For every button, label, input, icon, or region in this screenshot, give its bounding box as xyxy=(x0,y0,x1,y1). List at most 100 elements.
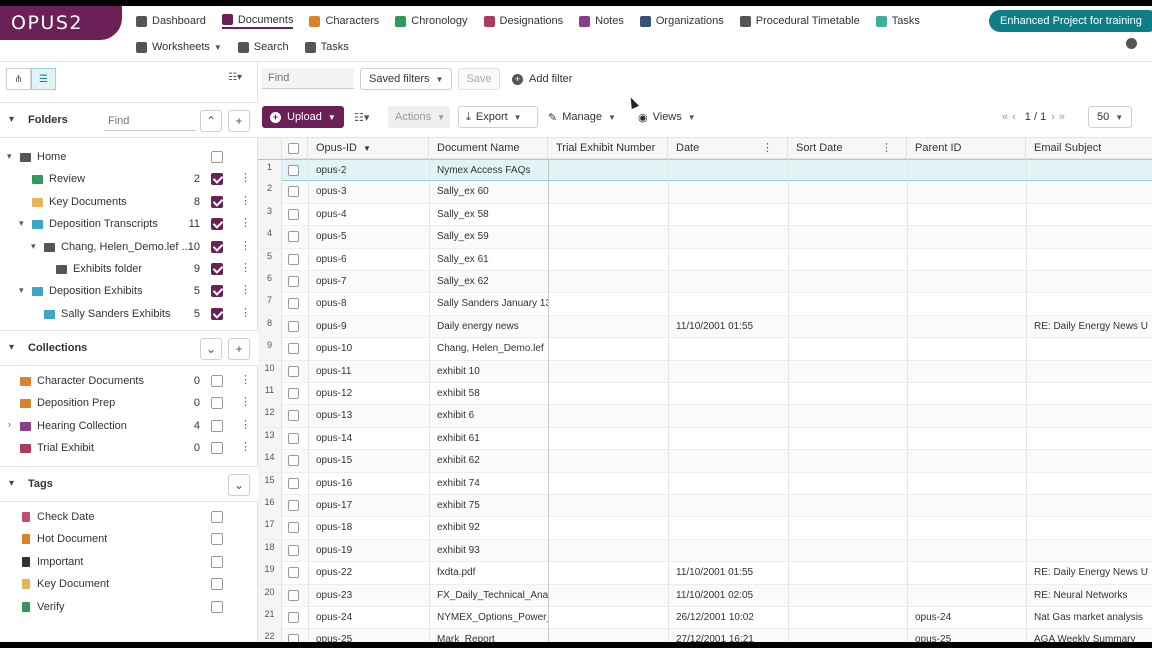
folder-checkbox[interactable] xyxy=(211,151,223,163)
table-row[interactable]: 17 opus-18 exhibit 92 xyxy=(258,517,1152,540)
tag-item[interactable]: Hot Document xyxy=(0,528,257,550)
table-row[interactable]: 13 opus-14 exhibit 61 xyxy=(258,427,1152,451)
nav-organizations[interactable]: Organizations xyxy=(639,15,724,27)
save-filter-button[interactable]: Save xyxy=(458,68,500,90)
add-folder-button[interactable]: + xyxy=(228,110,250,132)
collection-item[interactable]: Deposition Prep 0 ⋮ xyxy=(0,392,257,414)
columns-icon[interactable]: ☷▾ xyxy=(354,111,370,124)
tag-checkbox[interactable] xyxy=(211,511,223,523)
more-options-icon[interactable]: ⋮ xyxy=(240,441,251,454)
row-checkbox[interactable] xyxy=(288,388,299,399)
row-checkbox[interactable] xyxy=(288,320,299,332)
row-checkbox[interactable] xyxy=(288,455,299,467)
tag-item[interactable]: Important xyxy=(0,551,257,573)
collapse-chevron-icon[interactable]: ▾ xyxy=(9,342,15,353)
column-opus-id[interactable]: Opus-ID ▼ xyxy=(308,138,429,159)
collection-checkbox[interactable] xyxy=(211,375,223,387)
more-options-icon[interactable]: ⋮ xyxy=(240,217,251,230)
column-document-name[interactable]: Document Name xyxy=(429,138,548,159)
folder-checkbox[interactable] xyxy=(211,263,223,275)
expand-tags-button[interactable]: ⌄ xyxy=(228,474,250,496)
collapse-chevron-icon[interactable]: ▾ xyxy=(9,114,15,125)
column-parent-id[interactable]: Parent ID xyxy=(907,138,1026,159)
tree-view-button[interactable]: ⋔ xyxy=(6,68,31,90)
collection-checkbox[interactable] xyxy=(211,442,223,455)
row-checkbox[interactable] xyxy=(288,186,299,198)
table-row[interactable]: 6 opus-7 Sally_ex 62 xyxy=(258,271,1152,294)
page-size-select[interactable]: 50 ▼ xyxy=(1088,106,1132,128)
expand-all-button[interactable]: ⌄ xyxy=(200,338,222,360)
first-page-icon[interactable]: « xyxy=(1002,111,1009,123)
add-collection-button[interactable]: + xyxy=(228,338,250,360)
more-options-icon[interactable]: ⋮ xyxy=(240,239,251,252)
add-filter-button[interactable]: + Add filter xyxy=(512,68,572,90)
row-checkbox[interactable] xyxy=(288,567,299,579)
nav-dashboard[interactable]: Dashboard xyxy=(136,15,206,27)
row-checkbox[interactable] xyxy=(288,276,299,287)
tag-checkbox[interactable] xyxy=(211,578,223,591)
manage-dropdown[interactable]: ✎ Manage ▼ xyxy=(548,106,616,128)
table-row[interactable]: 7 opus-8 Sally Sanders January 13 xyxy=(258,293,1152,316)
collection-item[interactable]: Character Documents 0 ⋮ xyxy=(0,370,257,392)
column-menu-icon[interactable]: ⋮ xyxy=(881,142,892,154)
row-checkbox[interactable] xyxy=(288,365,299,377)
row-checkbox[interactable] xyxy=(288,500,299,511)
more-options-icon[interactable]: ⋮ xyxy=(240,262,251,274)
user-icon[interactable] xyxy=(1126,38,1137,49)
table-row[interactable]: 5 opus-6 Sally_ex 61 xyxy=(258,248,1152,271)
nav-chronology[interactable]: Chronology xyxy=(395,15,468,27)
nav-designations[interactable]: Designations xyxy=(483,15,563,27)
row-checkbox[interactable] xyxy=(288,410,299,422)
table-row[interactable]: 19 opus-22 fxdta.pdf 11/10/2001 01:55 RE: Da… xyxy=(258,562,1152,585)
table-row[interactable]: 12 opus-13 exhibit 6 xyxy=(258,405,1152,428)
row-checkbox[interactable] xyxy=(288,432,299,444)
collection-checkbox[interactable] xyxy=(211,397,223,410)
table-row[interactable]: 14 opus-15 exhibit 62 xyxy=(258,450,1152,473)
tag-item[interactable]: Key Document xyxy=(0,573,257,595)
more-options-icon[interactable]: ⋮ xyxy=(240,284,251,297)
collapse-chevron-icon[interactable]: ▾ xyxy=(9,478,15,489)
folder-checkbox[interactable] xyxy=(211,195,223,208)
tag-checkbox[interactable] xyxy=(211,600,223,613)
row-checkbox[interactable] xyxy=(288,165,299,176)
row-checkbox[interactable] xyxy=(288,253,299,265)
folder-item[interactable]: ▾ Deposition Transcripts 11 ⋮ xyxy=(0,213,257,235)
row-checkbox[interactable] xyxy=(288,634,299,642)
table-row[interactable]: 18 opus-19 exhibit 93 xyxy=(258,539,1152,563)
list-view-button[interactable]: ☰ xyxy=(31,68,56,90)
last-page-icon[interactable]: » xyxy=(1058,111,1065,123)
collection-item[interactable]: › Hearing Collection 4 ⋮ xyxy=(0,415,257,437)
more-options-icon[interactable]: ⋮ xyxy=(240,194,251,207)
folder-checkbox[interactable] xyxy=(211,240,223,253)
table-row[interactable]: 9 opus-10 Chang, Helen_Demo.lef xyxy=(258,338,1152,361)
collapse-all-button[interactable]: ⌃ xyxy=(200,110,222,132)
expand-chevron-icon[interactable]: › xyxy=(8,418,11,429)
folder-item[interactable]: ▾ Chang, Helen_Demo.lef ... 10 ⋮ xyxy=(0,236,257,258)
row-checkbox[interactable] xyxy=(288,343,299,355)
collection-item[interactable]: Trial Exhibit 0 ⋮ xyxy=(0,437,257,459)
nav-tasks[interactable]: Tasks xyxy=(304,41,349,53)
more-options-icon[interactable]: ⋮ xyxy=(240,306,251,319)
expand-chevron-icon[interactable]: ▾ xyxy=(31,240,36,251)
row-checkbox[interactable] xyxy=(288,208,299,220)
expand-chevron-icon[interactable]: ▾ xyxy=(19,285,24,296)
column-email-subject[interactable]: Email Subject xyxy=(1026,138,1152,159)
saved-filters-dropdown[interactable]: Saved filters ▼ xyxy=(360,68,452,90)
export-dropdown[interactable]: ⤓ Export ▼ xyxy=(458,106,538,128)
folder-checkbox[interactable] xyxy=(211,218,223,231)
select-all-checkbox[interactable] xyxy=(288,143,299,154)
column-menu-icon[interactable]: ⋮ xyxy=(762,142,773,154)
actions-dropdown[interactable]: Actions ▼ xyxy=(388,106,450,128)
row-checkbox[interactable] xyxy=(288,522,299,534)
table-row[interactable]: 15 opus-16 exhibit 74 xyxy=(258,472,1152,495)
sort-desc-icon[interactable]: ▼ xyxy=(362,144,371,153)
views-dropdown[interactable]: ◉ Views ▼ xyxy=(638,106,696,128)
column-trial-exhibit-number[interactable]: Trial Exhibit Number xyxy=(548,138,668,159)
expand-chevron-icon[interactable]: ▾ xyxy=(19,218,24,229)
more-options-icon[interactable]: ⋮ xyxy=(240,374,251,386)
nav-documents[interactable]: Documents xyxy=(221,14,294,29)
folder-item[interactable]: ▾ Deposition Exhibits 5 ⋮ xyxy=(0,280,257,302)
tag-checkbox[interactable] xyxy=(211,533,223,546)
nav-procedural-timetable[interactable]: Procedural Timetable xyxy=(739,15,860,27)
folder-checkbox[interactable] xyxy=(211,307,223,320)
